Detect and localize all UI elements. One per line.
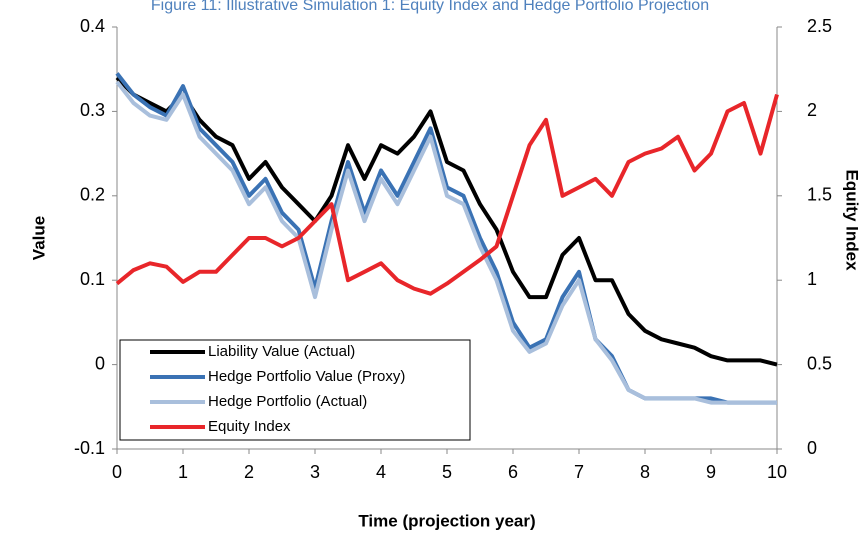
y-tick-label: 0.2 — [80, 185, 105, 205]
legend-label: Liability Value (Actual) — [208, 343, 355, 360]
x-tick-label: 8 — [640, 462, 650, 482]
chart-title: Figure 11: Illustrative Simulation 1: Eq… — [151, 0, 709, 14]
legend-box — [119, 339, 471, 441]
y2-tick-label: 1 — [807, 269, 817, 289]
x-tick-label: 3 — [310, 462, 320, 482]
y-axis-label: Value — [29, 216, 48, 260]
legend-label: Equity Index — [208, 418, 291, 435]
x-tick-label: 7 — [574, 462, 584, 482]
x-tick-label: 4 — [376, 462, 386, 482]
y2-axis-label: Equity Index — [843, 169, 859, 271]
y-tick-label: 0.1 — [80, 269, 105, 289]
x-tick-label: 5 — [442, 462, 452, 482]
x-tick-label: 1 — [178, 462, 188, 482]
x-tick-label: 10 — [767, 462, 787, 482]
y-tick-label: 0.4 — [80, 16, 105, 36]
series-line — [115, 93, 779, 296]
x-tick-label: 9 — [706, 462, 716, 482]
y-tick-label: 0 — [95, 353, 105, 373]
y2-tick-label: 0 — [807, 438, 817, 458]
series-line — [115, 80, 777, 405]
y2-tick-label: 2.5 — [807, 16, 832, 36]
x-tick-label: 6 — [508, 462, 518, 482]
legend-label: Hedge Portfolio (Actual) — [208, 393, 367, 410]
legend-label: Hedge Portfolio Value (Proxy) — [208, 368, 405, 385]
y2-tick-label: 0.5 — [807, 353, 832, 373]
y-tick-label: -0.1 — [74, 438, 105, 458]
series-line — [115, 76, 778, 367]
x-tick-label: 2 — [244, 462, 254, 482]
y2-tick-label: 2 — [807, 100, 817, 120]
y-tick-label: 0.3 — [80, 100, 105, 120]
x-tick-label: 0 — [112, 462, 122, 482]
y2-tick-label: 1.5 — [807, 185, 832, 205]
x-axis-label: Time (projection year) — [358, 511, 535, 530]
